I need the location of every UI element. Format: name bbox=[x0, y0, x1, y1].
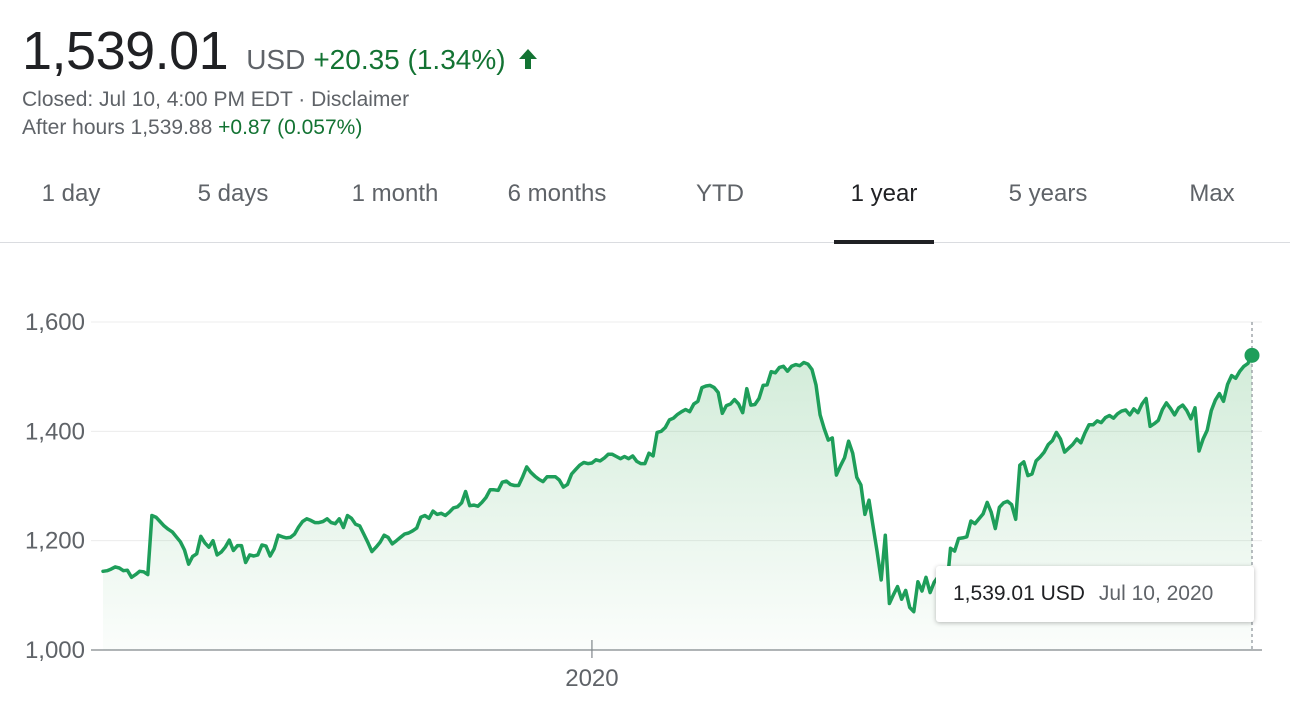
tab-ytd[interactable]: YTD bbox=[650, 170, 790, 242]
tab-label: 1 day bbox=[41, 180, 101, 207]
y-tick-label: 1,400 bbox=[25, 418, 85, 445]
tab-label: 5 days bbox=[197, 180, 269, 207]
arrow-up-icon bbox=[518, 49, 537, 69]
y-tick-label: 1,600 bbox=[25, 309, 85, 336]
tab-5-years[interactable]: 5 years bbox=[978, 170, 1118, 242]
disclaimer-link[interactable]: Disclaimer bbox=[311, 88, 410, 111]
separator: · bbox=[298, 88, 306, 111]
tab-label: 5 years bbox=[1008, 180, 1088, 207]
x-tick-label-2020: 2020 bbox=[565, 665, 618, 692]
tab-1-year[interactable]: 1 year bbox=[814, 170, 954, 244]
current-price: 1,539.01 bbox=[22, 21, 229, 81]
after-hours-row: After hours 1,539.88 +0.87 (0.057%) bbox=[22, 116, 540, 140]
price-change: +20.35 (1.34%) bbox=[313, 44, 506, 75]
tab-label: 1 year bbox=[850, 180, 918, 207]
tab-label: Max bbox=[1189, 180, 1235, 207]
tab-1-day[interactable]: 1 day bbox=[1, 170, 141, 242]
range-tabs: 1 day 5 days 1 month 6 months YTD 1 year… bbox=[0, 170, 1290, 244]
after-hours-price: After hours 1,539.88 bbox=[22, 116, 213, 139]
price-row: 1,539.01 USD +20.35 (1.34%) bbox=[22, 20, 540, 82]
tab-label: 1 month bbox=[351, 180, 439, 207]
y-tick-label: 1,200 bbox=[25, 528, 85, 555]
tooltip-price: 1,539.01 USD bbox=[953, 582, 1085, 605]
price-line bbox=[101, 353, 1254, 614]
market-status-row: Closed: Jul 10, 4:00 PM EDT · Disclaimer bbox=[22, 88, 540, 112]
y-tick-label: 1,000 bbox=[25, 637, 85, 664]
hover-tooltip: 1,539.01 USD Jul 10, 2020 bbox=[936, 566, 1254, 622]
tab-6-months[interactable]: 6 months bbox=[487, 170, 627, 242]
tab-label: 6 months bbox=[507, 180, 607, 207]
tab-5-days[interactable]: 5 days bbox=[163, 170, 303, 242]
tooltip-date: Jul 10, 2020 bbox=[1098, 582, 1214, 605]
last-price-marker bbox=[1244, 347, 1260, 363]
after-hours-change: +0.87 (0.057%) bbox=[218, 116, 363, 139]
tab-1-month[interactable]: 1 month bbox=[325, 170, 465, 242]
quote-header: 1,539.01 USD +20.35 (1.34%) Closed: Jul … bbox=[22, 20, 540, 140]
closed-status: Closed: Jul 10, 4:00 PM EDT bbox=[22, 88, 293, 111]
y-axis-labels: 1,600 1,400 1,200 1,000 bbox=[25, 309, 85, 664]
tab-label: YTD bbox=[696, 180, 744, 207]
currency-label: USD bbox=[246, 44, 306, 75]
tab-max[interactable]: Max bbox=[1142, 170, 1282, 242]
